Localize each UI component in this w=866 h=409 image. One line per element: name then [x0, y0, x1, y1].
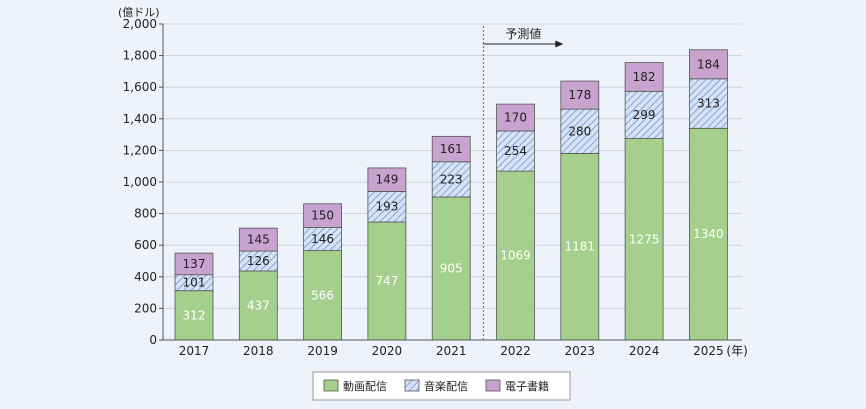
bar-segment: [238, 227, 278, 252]
forecast-marker: 予測値: [482, 26, 564, 340]
x-axis-ticks: 2017 2018 2019 2020 2021 2022 2023 2024 2025: [179, 344, 724, 358]
legend: 動画配信 音楽配信 電子書籍: [312, 371, 571, 401]
bar-segment: [496, 170, 535, 341]
bar-value-label: 1275: [629, 232, 660, 246]
bar-value-label: 101: [183, 276, 206, 290]
bar-segment: [624, 90, 664, 139]
y-axis-unit-label: (億ドル): [118, 6, 160, 19]
bar-segment: [624, 62, 664, 92]
bar-segment: [238, 270, 278, 341]
x-tick-label: 2018: [243, 344, 274, 358]
bar-stack-2021: 905 223 161: [431, 135, 471, 341]
bar-segment: [496, 103, 535, 132]
bar-value-label: 1069: [500, 249, 531, 263]
legend-label: 動画配信: [343, 379, 387, 393]
bar-segment: [174, 252, 214, 276]
bar-value-label: 223: [440, 172, 463, 186]
bar-segment: [303, 250, 343, 341]
y-tick-label: 400: [134, 270, 157, 284]
y-tick-label: 0: [149, 333, 157, 347]
bar-segment: [431, 161, 471, 198]
bar-value-label: 178: [568, 88, 591, 102]
legend-label: 音楽配信: [424, 379, 468, 393]
y-tick-label: 200: [134, 301, 157, 315]
bar-value-label: 182: [633, 70, 656, 84]
forecast-label: 予測値: [505, 26, 541, 41]
bar-value-label: 254: [504, 144, 527, 158]
legend-label: 電子書籍: [505, 379, 549, 393]
bar-value-label: 280: [568, 124, 591, 138]
x-axis-unit-label: (年): [726, 344, 747, 358]
bar-value-label: 184: [697, 57, 720, 71]
bar-segment: [496, 130, 535, 172]
x-tick-label: 2019: [307, 344, 338, 358]
bar-value-label: 437: [247, 298, 270, 312]
bar-value-label: 747: [375, 274, 398, 288]
bar-stack-2017: 312 101 137: [174, 252, 214, 341]
y-tick-label: 1,800: [123, 49, 157, 63]
bar-value-label: 312: [183, 308, 206, 322]
legend-swatch: [485, 379, 501, 392]
bar-stack-2024: 1275 299 182: [624, 62, 664, 341]
y-tick-label: 1,600: [123, 80, 157, 94]
bar-value-label: 161: [440, 142, 463, 156]
bar-segment: [560, 108, 600, 154]
legend-swatch: [404, 379, 420, 392]
bar-stack-2020: 747 193 149: [367, 167, 407, 341]
y-tick-label: 800: [134, 207, 157, 221]
bar-segment: [689, 127, 728, 341]
bar-segment: [367, 221, 407, 341]
bar-value-label: 1340: [693, 227, 724, 241]
bar-segment: [303, 203, 343, 228]
y-tick-label: 1,000: [123, 175, 157, 189]
x-tick-label: 2021: [436, 344, 467, 358]
bar-stack-2025: 1340 313 184: [689, 49, 728, 341]
x-tick-label: 2025: [693, 344, 724, 358]
bar-segment: [367, 191, 407, 223]
legend-box: [312, 371, 571, 401]
bar-value-label: 146: [311, 232, 334, 246]
bar-segment: [560, 80, 600, 110]
x-tick-label: 2017: [179, 344, 210, 358]
bar-segment: [624, 138, 664, 341]
bar-stack-2022: 1069 254 170: [496, 103, 535, 341]
bar-value-label: 905: [440, 262, 463, 276]
bar-segment: [367, 167, 407, 192]
bar-segment: [560, 153, 600, 341]
legend-swatch: [323, 379, 339, 392]
x-tick-label: 2020: [372, 344, 403, 358]
bar-segment: [689, 78, 728, 129]
bar-value-label: 126: [247, 254, 270, 268]
bar-value-label: 170: [504, 111, 527, 125]
bar-value-label: 193: [375, 200, 398, 214]
bar-segment: [431, 196, 471, 341]
bar-stack-2023: 1181 280 178: [560, 80, 600, 341]
x-tick-label: 2023: [565, 344, 596, 358]
bar-value-label: 145: [247, 233, 270, 247]
bar-value-label: 1181: [565, 240, 596, 254]
bar-value-label: 149: [375, 173, 398, 187]
bar-value-label: 137: [183, 257, 206, 271]
y-axis-ticks: 0 200 400 600 800 1,000 1,200 1,400 1,600 1,800 2,…: [123, 17, 163, 347]
bar-stack-2019: 566 146 150: [303, 203, 343, 341]
forecast-arrow-head: [555, 40, 564, 48]
bar-value-label: 150: [311, 209, 334, 223]
bar-value-label: 313: [697, 97, 720, 111]
bar-value-label: 566: [311, 288, 334, 302]
x-tick-label: 2022: [500, 344, 531, 358]
y-tick-label: 2,000: [123, 17, 157, 31]
bar-value-label: 299: [633, 108, 656, 122]
bar-segment: [174, 290, 214, 341]
y-tick-label: 1,400: [123, 112, 157, 126]
bar-stack-2018: 437 126 145: [238, 227, 278, 341]
x-tick-label: 2024: [629, 344, 660, 358]
bar-segment: [689, 49, 728, 80]
y-tick-label: 600: [134, 238, 157, 252]
bar-segment: [431, 135, 471, 163]
bar-stacks: 312 101 137 437 126 145 566 146 150 747 193 149 905 2…: [174, 49, 728, 341]
y-tick-label: 1,200: [123, 143, 157, 157]
